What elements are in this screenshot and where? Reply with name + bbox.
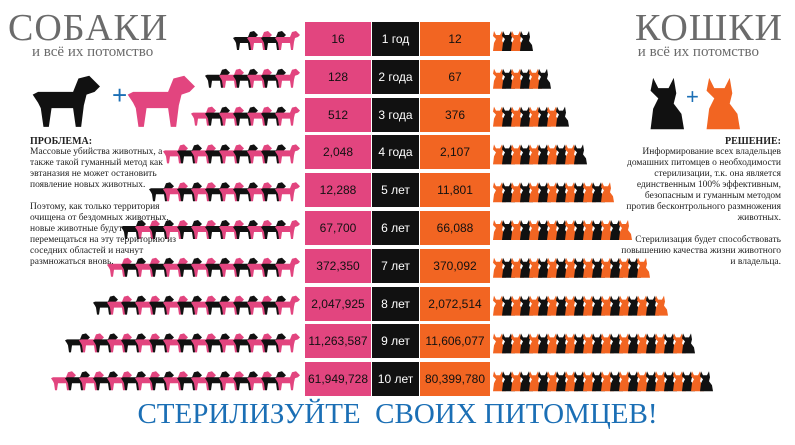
left-title: СОБАКИ <box>8 7 169 49</box>
solution-heading: РЕШЕНИЕ: <box>725 136 781 147</box>
plus: + <box>686 84 699 109</box>
cat-icon <box>682 333 695 354</box>
year-label: 9 лет <box>372 324 419 359</box>
year-label: 3 года <box>372 97 419 132</box>
dogs-count: 61,949,728 <box>305 362 371 397</box>
year-label: 6 лет <box>372 211 419 245</box>
dogs-count: 512 <box>305 97 371 132</box>
year-label: 7 лет <box>372 248 419 283</box>
cat-icon <box>601 182 614 203</box>
year-label: 8 лет <box>372 286 419 321</box>
cat-icon <box>520 31 533 51</box>
plus: + <box>112 80 127 110</box>
dogs-count: 2,048 <box>305 135 371 170</box>
cats-count: 66,088 <box>420 211 490 245</box>
problem-text: ПРОБЛЕМА: Массовые убийства животных, а … <box>30 136 180 279</box>
problem-heading: ПРОБЛЕМА: <box>30 136 93 147</box>
year-label: 1 год <box>372 22 419 56</box>
cats-count: 80,399,780 <box>420 362 490 397</box>
dogs-count: 67,700 <box>305 211 371 245</box>
cats-count: 2,072,514 <box>420 286 490 321</box>
paragraph: Информирование всех владельцев домашних … <box>626 147 781 223</box>
cat-icon <box>700 371 713 392</box>
footer-slogan: СТЕРИЛИЗУЙТЕ СВОИХ ПИТОМЦЕВ! <box>137 398 658 430</box>
cats-count: 12 <box>420 22 490 56</box>
left-subtitle: и всё их потомство <box>32 44 154 60</box>
dogs-count: 2,047,925 <box>305 286 371 321</box>
cat-icon <box>650 77 684 130</box>
year-label: 10 лет <box>372 362 419 397</box>
right-subtitle: и всё их потомство <box>637 44 759 60</box>
cats-count: 11,801 <box>420 173 490 208</box>
paragraph: Массовые убийства животных, а также тако… <box>30 147 163 190</box>
dogs-count: 372,350 <box>305 248 371 283</box>
cats-count: 370,092 <box>420 248 490 283</box>
cats-count: 11,606,077 <box>420 324 490 359</box>
dogs-count: 16 <box>305 22 371 56</box>
cat-icon <box>655 295 668 316</box>
cat-icon <box>538 68 551 89</box>
dogs-count: 128 <box>305 59 371 94</box>
dogs-count: 12,288 <box>305 173 371 208</box>
cats-count: 376 <box>420 97 490 132</box>
dogs-count: 11,263,587 <box>305 324 371 359</box>
cats-count: 67 <box>420 59 490 94</box>
right-title: КОШКИ <box>635 7 783 49</box>
year-label: 5 лет <box>372 173 419 208</box>
dog-icon <box>32 75 100 127</box>
dog-icon <box>127 75 195 127</box>
year-label: 4 года <box>372 135 419 170</box>
solution-text: РЕШЕНИЕ: Информирование всех владельцев … <box>621 136 781 279</box>
paragraph: Стерилизация будет способствовать повыше… <box>621 235 781 267</box>
cat-icon <box>556 106 569 127</box>
cat-icon <box>574 144 587 165</box>
year-label: 2 года <box>372 59 419 94</box>
cats-count: 2,107 <box>420 135 490 170</box>
paragraph: Поэтому, как только территория очищена о… <box>30 202 177 267</box>
cat-icon <box>706 77 740 130</box>
